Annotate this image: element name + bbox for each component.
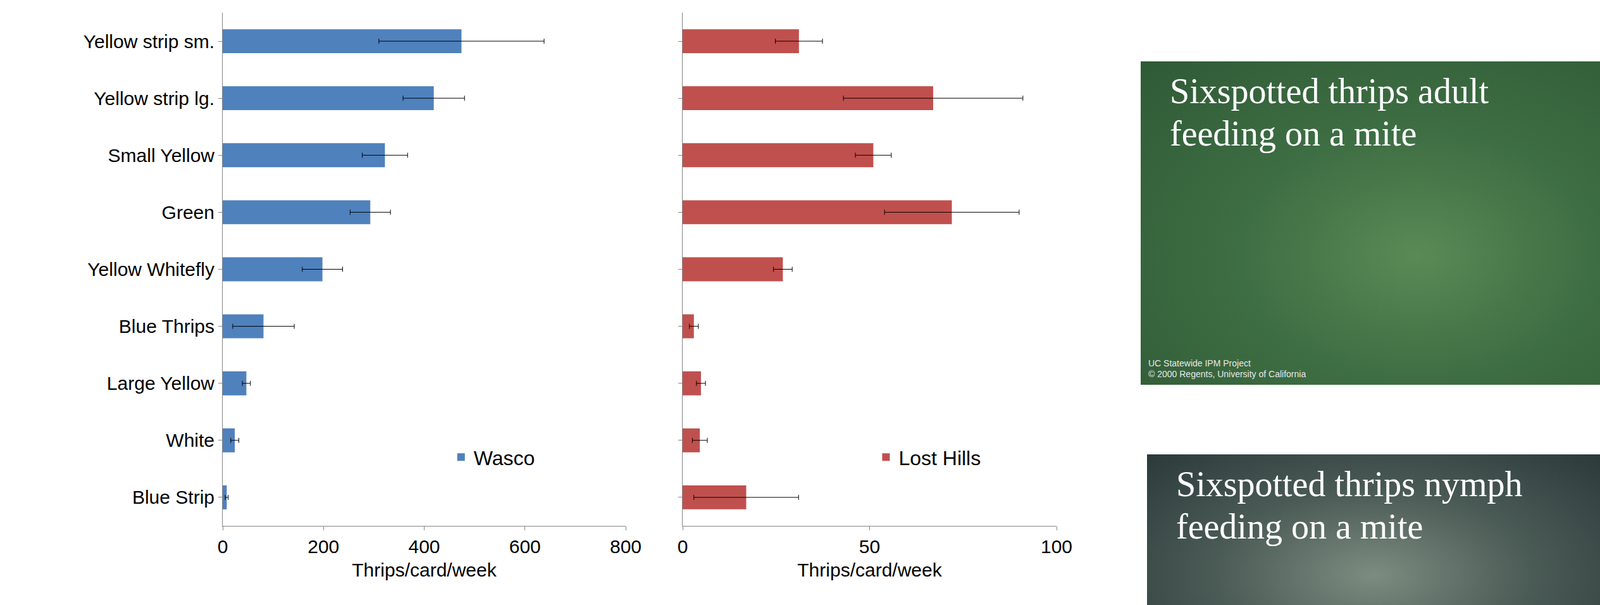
svg-text:Yellow strip lg.: Yellow strip lg. bbox=[93, 87, 215, 109]
svg-text:Thrips/card/week: Thrips/card/week bbox=[351, 559, 497, 581]
svg-text:Thrips/card/week: Thrips/card/week bbox=[797, 559, 943, 581]
html-text:Sixspotted thrips nymph feedin: Sixspotted thrips nymph feeding on a mit… bbox=[1176, 464, 1523, 547]
svg-text:400: 400 bbox=[408, 535, 440, 557]
svg-text:Lost Hills: Lost Hills bbox=[898, 446, 981, 470]
svg-text:200: 200 bbox=[307, 535, 340, 557]
svg-text:0: 0 bbox=[217, 535, 229, 557]
svg-text:0: 0 bbox=[677, 535, 689, 557]
svg-text:Yellow strip sm.: Yellow strip sm. bbox=[83, 31, 215, 52]
svg-text:Blue Thrips: Blue Thrips bbox=[118, 315, 215, 337]
svg-text:Yellow Whitefly: Yellow Whitefly bbox=[87, 258, 215, 280]
svg-text:800: 800 bbox=[609, 535, 642, 557]
svg-text:Small Yellow: Small Yellow bbox=[108, 144, 216, 166]
html-text:Sixspotted thrips adult feedin: Sixspotted thrips adult feeding on a mit… bbox=[1169, 71, 1489, 154]
svg-text:Green: Green bbox=[161, 201, 215, 223]
svg-text:Blue Strip: Blue Strip bbox=[132, 486, 215, 508]
svg-text:White: White bbox=[165, 429, 215, 451]
html-text:© 2000 Regents, University of: © 2000 Regents, University of California bbox=[1148, 368, 1306, 380]
svg-text:Wasco: Wasco bbox=[473, 446, 536, 470]
svg-text:Large Yellow: Large Yellow bbox=[106, 372, 215, 394]
svg-text:600: 600 bbox=[509, 535, 541, 557]
svg-text:50: 50 bbox=[859, 535, 881, 557]
svg-text:100: 100 bbox=[1040, 535, 1073, 557]
html-text:UC Statewide IPM Project: UC Statewide IPM Project bbox=[1148, 358, 1251, 369]
